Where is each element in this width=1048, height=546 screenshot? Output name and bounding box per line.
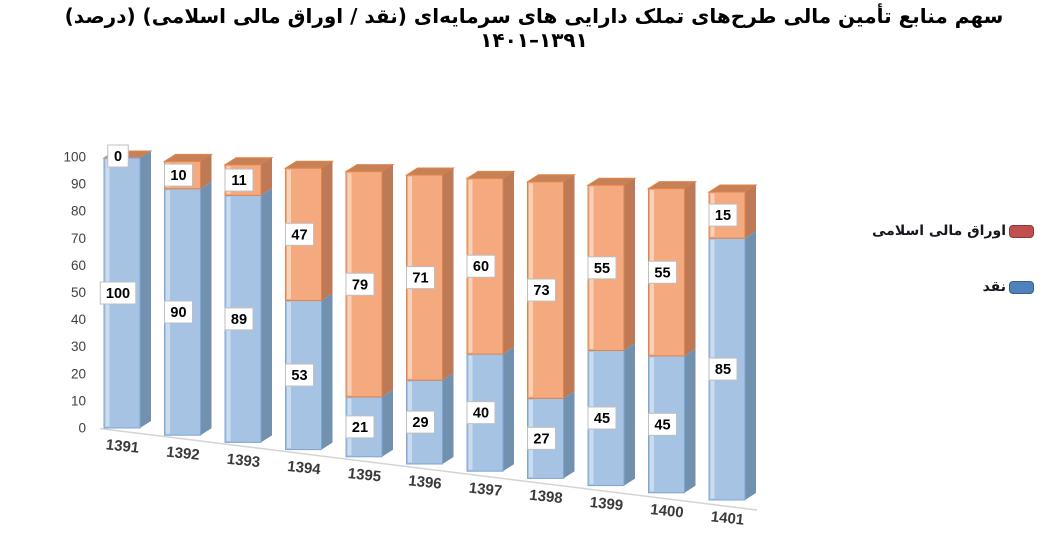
value-label-box bbox=[708, 203, 738, 227]
value-label-box bbox=[406, 410, 435, 434]
value-label: 73 bbox=[533, 283, 549, 299]
value-label-box bbox=[345, 415, 375, 439]
value-label-box bbox=[164, 300, 193, 324]
bar-side-bonds bbox=[503, 171, 514, 355]
x-tick-label: 1397 bbox=[468, 480, 503, 500]
value-label-box bbox=[708, 357, 738, 381]
value-label-box bbox=[285, 222, 314, 246]
value-label: 15 bbox=[715, 208, 731, 224]
y-tick-label: 80 bbox=[71, 204, 86, 219]
value-label: 71 bbox=[412, 271, 428, 287]
y-tick-label: 60 bbox=[71, 258, 86, 273]
bar-side-cash bbox=[200, 181, 212, 436]
x-tick-label: 1398 bbox=[528, 487, 563, 507]
legend-item-cash: نقد bbox=[872, 279, 1034, 295]
y-tick-label: 0 bbox=[78, 421, 86, 436]
value-label: 45 bbox=[594, 411, 610, 427]
legend-label-cash: نقد bbox=[982, 279, 1006, 295]
value-label: 21 bbox=[352, 420, 368, 436]
value-label-box bbox=[406, 266, 435, 290]
y-tick-label: 90 bbox=[71, 177, 86, 192]
value-label: 55 bbox=[654, 265, 670, 281]
x-tick-label: 1391 bbox=[105, 436, 140, 456]
x-tick-label: 1393 bbox=[226, 451, 261, 471]
value-label-box bbox=[648, 260, 677, 284]
bar-side-bonds bbox=[261, 157, 272, 196]
value-label-box bbox=[587, 256, 617, 280]
value-label-box bbox=[224, 168, 254, 192]
bar-side-cash bbox=[684, 348, 696, 493]
bar-side-bonds bbox=[563, 174, 575, 399]
x-tick-label: 1400 bbox=[649, 501, 684, 521]
bar-side-bonds bbox=[382, 164, 393, 397]
y-tick-label: 10 bbox=[71, 393, 86, 408]
x-tick-label: 1392 bbox=[165, 444, 200, 464]
legend-item-islamic-securities: اوراق مالی اسلامی bbox=[872, 223, 1034, 239]
chart-title: سهم منابع تأمین مالی طرح‌های تملک دارایی… bbox=[64, 4, 1004, 52]
value-label-box bbox=[164, 163, 193, 187]
y-tick-label: 40 bbox=[71, 312, 86, 327]
legend-label-islamic-securities: اوراق مالی اسلامی bbox=[872, 223, 1006, 239]
floor-line bbox=[99, 427, 758, 511]
bar-side-cash bbox=[503, 347, 514, 472]
bar-side-bonds bbox=[745, 185, 756, 239]
x-tick-label: 1399 bbox=[589, 494, 624, 514]
bar-side-cash bbox=[382, 389, 393, 457]
value-label-box bbox=[99, 281, 137, 305]
value-label: 29 bbox=[412, 415, 428, 431]
bar-side-cash bbox=[442, 373, 454, 464]
bar-side-cash bbox=[563, 391, 575, 479]
value-label: 60 bbox=[473, 259, 489, 275]
value-label: 89 bbox=[231, 312, 247, 328]
bar-side-bonds bbox=[684, 181, 696, 356]
value-label-box bbox=[648, 412, 677, 436]
bar-side-cash bbox=[321, 293, 333, 450]
y-tick-label: 70 bbox=[71, 231, 86, 246]
value-label: 53 bbox=[291, 368, 307, 384]
value-label-box bbox=[107, 144, 129, 168]
bar-side-cash bbox=[745, 231, 756, 500]
x-tick-label: 1401 bbox=[710, 508, 745, 528]
y-tick-label: 20 bbox=[71, 366, 86, 381]
bar-side-bonds bbox=[200, 154, 212, 189]
bar-side-bonds bbox=[321, 161, 333, 301]
bar-side-cash bbox=[261, 188, 272, 443]
bar-side-bonds bbox=[624, 178, 635, 351]
legend-swatch-cash-icon bbox=[1009, 280, 1034, 294]
value-label-box bbox=[466, 401, 496, 425]
legend: اوراق مالی اسلامی نقد bbox=[872, 223, 1034, 295]
value-label: 55 bbox=[594, 261, 610, 277]
value-label-box bbox=[527, 426, 556, 450]
value-label: 47 bbox=[291, 227, 307, 243]
value-label: 0 bbox=[114, 149, 122, 165]
value-label: 27 bbox=[533, 431, 549, 447]
bar-side-bonds bbox=[442, 168, 454, 381]
y-tick-label: 100 bbox=[63, 150, 86, 165]
y-tick-label: 50 bbox=[71, 285, 86, 300]
legend-swatch-islamic-securities-icon bbox=[1009, 224, 1034, 238]
value-label: 90 bbox=[170, 305, 186, 321]
bar-side-cash bbox=[624, 343, 635, 486]
x-tick-label: 1395 bbox=[347, 465, 382, 485]
value-label: 85 bbox=[715, 362, 731, 378]
value-label-box bbox=[224, 307, 254, 331]
y-tick-label: 30 bbox=[71, 339, 86, 354]
value-label: 45 bbox=[654, 417, 670, 433]
value-label: 100 bbox=[106, 286, 130, 302]
value-label: 79 bbox=[352, 277, 368, 293]
bar-side-cash bbox=[140, 151, 151, 428]
value-label: 40 bbox=[473, 406, 489, 422]
x-tick-label: 1396 bbox=[407, 472, 442, 492]
value-label: 11 bbox=[231, 173, 246, 189]
value-label-box bbox=[285, 363, 314, 387]
x-tick-label: 1394 bbox=[286, 458, 322, 478]
value-label-box bbox=[527, 278, 556, 302]
value-label-box bbox=[466, 254, 496, 278]
value-label-box bbox=[587, 406, 617, 430]
value-label-box bbox=[345, 272, 375, 296]
value-label: 10 bbox=[170, 168, 186, 184]
